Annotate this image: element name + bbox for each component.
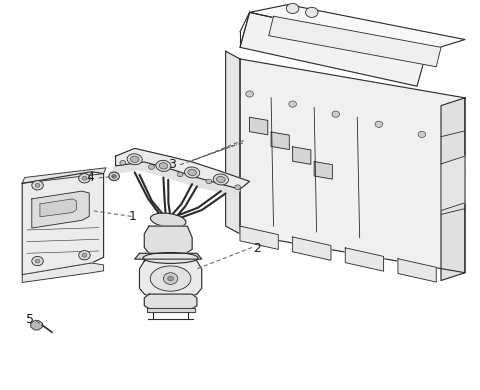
Ellipse shape	[143, 252, 198, 263]
Circle shape	[35, 183, 40, 187]
Polygon shape	[441, 156, 465, 211]
Text: 5: 5	[26, 313, 35, 326]
Polygon shape	[240, 12, 427, 86]
Circle shape	[235, 185, 240, 190]
Circle shape	[306, 7, 318, 18]
Ellipse shape	[216, 176, 225, 183]
Circle shape	[82, 176, 87, 180]
Polygon shape	[144, 226, 192, 255]
Polygon shape	[345, 248, 384, 271]
Polygon shape	[293, 147, 311, 164]
Ellipse shape	[127, 154, 142, 165]
Polygon shape	[111, 162, 240, 197]
Circle shape	[177, 172, 183, 177]
Polygon shape	[144, 294, 197, 308]
Circle shape	[120, 160, 126, 165]
Polygon shape	[240, 226, 278, 250]
Circle shape	[82, 253, 87, 257]
Polygon shape	[441, 98, 465, 280]
Polygon shape	[31, 321, 42, 330]
Circle shape	[206, 179, 212, 184]
Circle shape	[168, 276, 173, 281]
Ellipse shape	[150, 266, 191, 291]
Polygon shape	[240, 59, 465, 273]
Polygon shape	[250, 117, 268, 135]
Polygon shape	[269, 16, 441, 67]
Circle shape	[375, 121, 383, 128]
Text: 3: 3	[168, 158, 176, 171]
Polygon shape	[271, 132, 289, 149]
Circle shape	[149, 165, 155, 169]
Polygon shape	[135, 253, 202, 259]
Circle shape	[246, 91, 253, 97]
Polygon shape	[22, 172, 104, 275]
Polygon shape	[22, 263, 104, 282]
Text: 2: 2	[253, 242, 261, 255]
Polygon shape	[398, 259, 436, 282]
Polygon shape	[40, 199, 76, 217]
Polygon shape	[22, 168, 106, 183]
Text: 1: 1	[128, 210, 136, 223]
Circle shape	[418, 131, 426, 138]
Polygon shape	[293, 237, 331, 260]
Ellipse shape	[131, 156, 139, 162]
Polygon shape	[314, 161, 332, 179]
Circle shape	[79, 174, 90, 183]
Circle shape	[32, 181, 43, 190]
Circle shape	[287, 4, 299, 14]
Polygon shape	[226, 51, 240, 234]
Ellipse shape	[184, 167, 200, 178]
Circle shape	[109, 172, 120, 181]
Circle shape	[32, 256, 43, 266]
Polygon shape	[147, 308, 194, 312]
Ellipse shape	[156, 160, 171, 171]
Polygon shape	[32, 191, 89, 228]
Circle shape	[163, 273, 178, 284]
Polygon shape	[250, 5, 465, 51]
Ellipse shape	[213, 174, 228, 185]
Ellipse shape	[188, 169, 196, 176]
Circle shape	[79, 250, 90, 260]
Ellipse shape	[150, 213, 186, 227]
Circle shape	[112, 174, 117, 178]
Circle shape	[35, 259, 40, 263]
Polygon shape	[140, 257, 202, 296]
Circle shape	[289, 101, 297, 107]
Circle shape	[332, 111, 339, 117]
Ellipse shape	[159, 163, 168, 169]
Text: 4: 4	[86, 171, 94, 184]
Polygon shape	[116, 148, 250, 189]
